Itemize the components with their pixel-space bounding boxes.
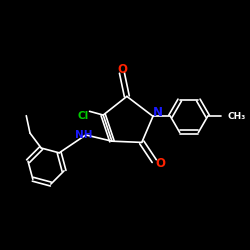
Text: O: O [156, 157, 166, 170]
Text: O: O [117, 62, 127, 76]
Text: NH: NH [74, 130, 92, 140]
Text: Cl: Cl [78, 111, 89, 121]
Text: N: N [152, 106, 162, 119]
Text: CH₃: CH₃ [228, 112, 246, 121]
